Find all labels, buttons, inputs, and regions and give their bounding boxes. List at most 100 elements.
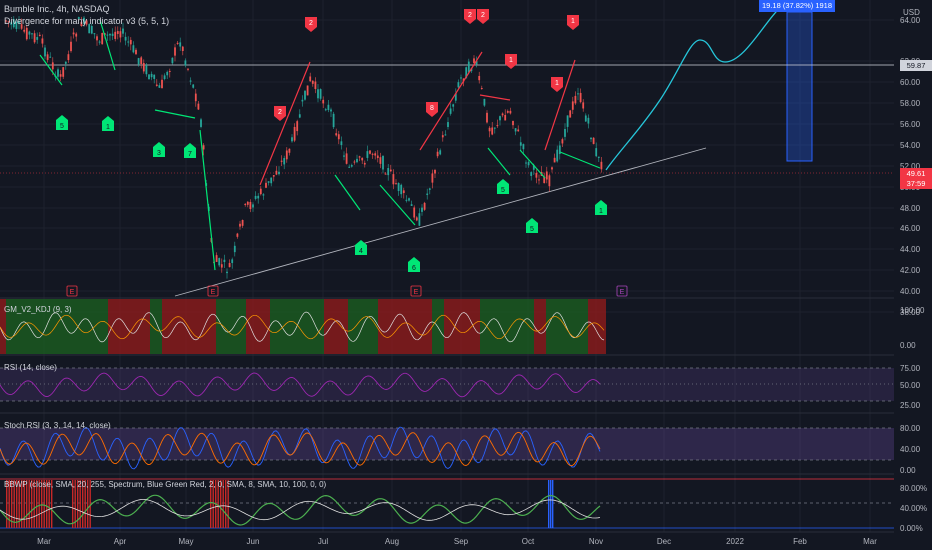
earnings-marker[interactable]: E [410,285,422,297]
sell-signal-icon[interactable]: 2 [274,106,286,121]
stoch-pane [0,426,894,470]
svg-text:8: 8 [430,105,434,112]
measure-label: 19.18 (37.82%) 1918 [759,0,835,12]
symbol-title[interactable]: Bumble Inc., 4h, NASDAQ [4,4,110,14]
rsi-pane [0,367,894,402]
buy-signal-icon[interactable]: 3 [153,142,165,157]
time-tick-label: Feb [793,537,807,546]
time-tick-label: 2022 [726,537,744,546]
price-tick-label: 38.00 [900,308,921,317]
time-tick-label: Dec [657,537,671,546]
stoch-tick-label: 80.00 [900,424,921,433]
svg-text:E: E [70,289,75,296]
trend-line[interactable] [174,147,707,297]
earnings-marker[interactable]: E [616,285,628,297]
currency-label: USD [903,8,920,17]
time-tick-label: May [178,537,193,546]
svg-text:1: 1 [571,18,575,25]
price-tick-label: 60.00 [900,78,921,87]
price-tick-label: 58.00 [900,99,921,108]
kdj-pane-title[interactable]: GM_V2_KDJ (9, 3) [4,305,72,314]
svg-text:E: E [211,289,216,296]
time-tick-label: Jun [247,537,260,546]
time-tick-label: Oct [522,537,535,546]
buy-signal-icon[interactable]: 6 [408,257,420,272]
svg-text:5: 5 [501,187,505,194]
stoch-pane-title[interactable]: Stoch RSI (3, 3, 14, 14, close) [4,421,111,430]
svg-text:5: 5 [530,226,534,233]
earnings-marker[interactable]: E [66,285,78,297]
svg-text:3: 3 [157,150,161,157]
price-tick-label: 54.00 [900,141,921,150]
svg-text:1: 1 [555,80,559,87]
time-axis[interactable]: Mar Apr May Jun Jul Aug Sep Oct Nov Dec 2022 Feb Mar [37,537,877,546]
horizontal-line-price-tag: 59.87 [900,60,932,71]
price-tick-label: 52.00 [900,162,921,171]
bbwp-tick-label: 80.00% [900,484,927,493]
earnings-marker[interactable]: E [207,285,219,297]
svg-text:2: 2 [309,20,313,27]
time-tick-label: Mar [863,537,877,546]
stoch-tick-label: 40.00 [900,445,921,454]
svg-text:2: 2 [468,12,472,19]
indicator-title[interactable]: Divergence for many indicator v3 (5, 5, … [4,16,170,26]
rsi-tick-label: 50.00 [900,381,921,390]
svg-text:1: 1 [599,208,603,215]
price-tick-label: 44.00 [900,245,921,254]
buy-signal-icon[interactable]: 4 [355,240,367,255]
last-price-tag: 49.61 [900,168,932,179]
price-tick-label: 42.00 [900,266,921,275]
svg-text:2: 2 [278,109,282,116]
svg-text:4: 4 [359,248,363,255]
stoch-tick-label: 0.00 [900,466,916,475]
time-tick-label: Aug [385,537,399,546]
measure-range [786,11,813,162]
rsi-pane-title[interactable]: RSI (14, close) [4,363,57,372]
buy-signal-icon[interactable]: 5 [526,218,538,233]
price-tick-label: 56.00 [900,120,921,129]
price-tick-label: 40.00 [900,287,921,296]
buy-signal-icon[interactable]: 5 [56,115,68,130]
buy-signal-icon[interactable]: 5 [497,179,509,194]
bbwp-tick-label: 40.00% [900,504,927,513]
time-tick-label: Jul [318,537,328,546]
sell-signal-icon[interactable]: 2 [464,9,476,24]
buy-signal-icon[interactable]: 7 [184,143,196,158]
buy-signal-icon[interactable]: 1 [595,200,607,215]
pane-axes: 100.00 0.00 75.00 50.00 25.00 80.00 40.00 0.00 8… [900,306,927,533]
bbwp-pane [0,478,894,529]
sell-signal-icon[interactable]: 2 [305,17,317,32]
kdj-pane [0,299,606,354]
bbwp-pane-title[interactable]: BBWP (close, SMA, 20, 255, Spectrum, Blu… [4,480,327,489]
candles [5,16,603,279]
buy-signal-icon[interactable]: 1 [102,116,114,131]
sell-signal-icon[interactable]: 1 [505,54,517,69]
time-tick-label: Nov [589,537,603,546]
sell-signal-icon[interactable]: 2 [477,9,489,24]
kdj-tick-label: 100.00 [900,306,925,315]
price-pane[interactable]: 2 2 2 8 1 1 2 1 5 1 3 7 4 6 5 5 1 [0,4,894,297]
time-tick-label: Mar [37,537,51,546]
sell-signal-icon[interactable]: 1 [567,15,579,30]
svg-text:1: 1 [509,57,513,64]
projection-curve[interactable] [605,4,784,171]
svg-text:E: E [620,289,625,296]
svg-text:5: 5 [60,123,64,130]
svg-text:E: E [414,289,419,296]
price-tick-label: 48.00 [900,204,921,213]
time-tick-label: Sep [454,537,469,546]
svg-text:1: 1 [106,124,110,131]
svg-text:2: 2 [481,12,485,19]
sell-signal-icon[interactable]: 8 [426,102,438,117]
bar-countdown-tag: 37:59 [900,178,932,189]
time-tick-label: Apr [114,537,127,546]
sell-signal-icon[interactable]: 1 [551,77,563,92]
rsi-tick-label: 75.00 [900,364,921,373]
bbwp-tick-label: 0.00% [900,524,923,533]
rsi-tick-label: 25.00 [900,401,921,410]
kdj-tick-label: 0.00 [900,341,916,350]
svg-text:6: 6 [412,265,416,272]
price-tick-label: 64.00 [900,16,921,25]
